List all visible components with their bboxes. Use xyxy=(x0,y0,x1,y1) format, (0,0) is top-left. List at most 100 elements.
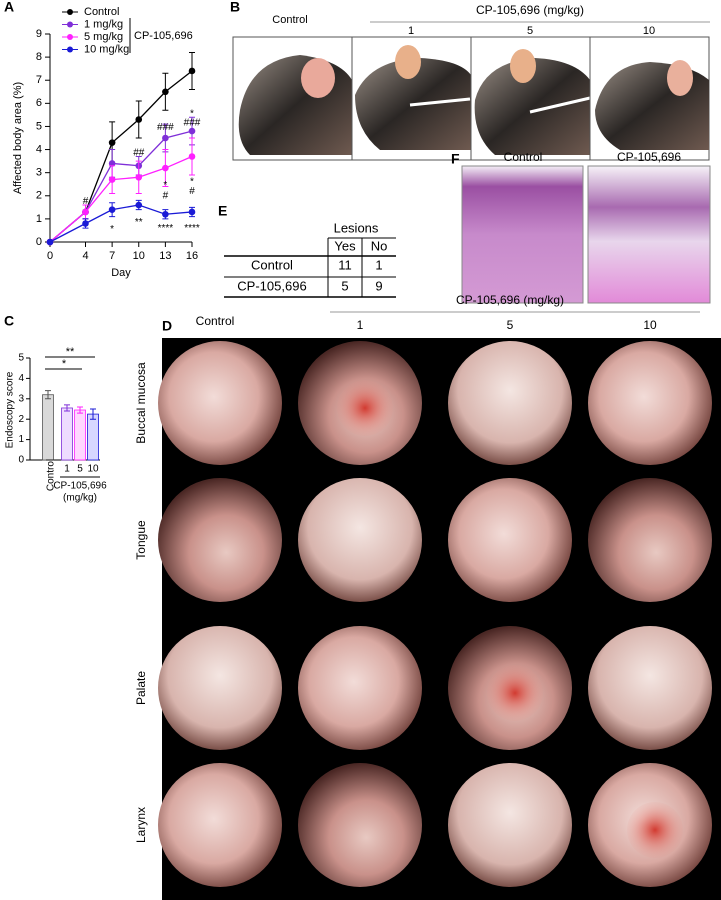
y-tick-label: 2 xyxy=(36,190,42,202)
row-label: Tongue xyxy=(134,520,148,560)
significance: * xyxy=(190,177,194,188)
point xyxy=(108,176,116,183)
panel-d: D Control CP-105,696 (mg/kg) 1 5 10 Bucc… xyxy=(134,293,721,900)
dose-label: 5 xyxy=(507,318,514,332)
significance: # xyxy=(189,186,195,197)
y-tick-label: 3 xyxy=(18,393,24,404)
y-tick-label: 5 xyxy=(18,353,24,364)
ear xyxy=(395,45,421,79)
dose-label: 5 xyxy=(527,25,533,37)
point xyxy=(162,88,169,96)
point xyxy=(82,208,89,216)
panel-label: C xyxy=(4,313,14,329)
endoscopy-image xyxy=(298,478,422,602)
point xyxy=(82,220,89,227)
endoscopy-image xyxy=(298,763,422,887)
panel-a: A Affected body area (%) Day CP-105,696 … xyxy=(4,0,201,279)
row-header: Control xyxy=(251,257,293,272)
ear xyxy=(510,49,536,83)
column-label: Control xyxy=(272,14,307,26)
legend-group-label: CP-105,696 xyxy=(134,30,193,42)
row-header: CP-105,696 xyxy=(237,278,306,293)
x-tick-label: 7 xyxy=(109,250,115,262)
panel-label: F xyxy=(451,151,460,167)
significance: # xyxy=(163,190,169,201)
series-line xyxy=(49,70,193,243)
y-axis-label: Affected body area (%) xyxy=(12,82,24,194)
endoscopy-image xyxy=(448,341,572,465)
panel-label: D xyxy=(162,318,172,334)
y-tick-label: 5 xyxy=(36,120,42,132)
point xyxy=(188,127,196,135)
legend-marker xyxy=(67,46,73,53)
column-header: No xyxy=(371,238,388,253)
significance: ## xyxy=(133,148,145,159)
point xyxy=(188,208,196,216)
x-tick-label: Control xyxy=(46,459,57,491)
y-tick-label: 9 xyxy=(36,28,42,40)
histology-image xyxy=(587,165,711,304)
significance: * xyxy=(110,224,114,235)
point xyxy=(188,153,196,160)
cell: 1 xyxy=(375,257,382,272)
x-group-unit: (mg/kg) xyxy=(63,493,97,504)
column-group: Lesions xyxy=(334,220,379,235)
marker-line xyxy=(409,97,471,107)
point xyxy=(135,116,143,123)
significance: * xyxy=(62,358,67,370)
point xyxy=(108,160,116,167)
significance: **** xyxy=(184,223,200,234)
point xyxy=(135,201,143,209)
dose-label: 10 xyxy=(643,25,655,37)
dose-label: 1 xyxy=(357,318,364,332)
panel-b: B Control CP-105,696 (mg/kg) 1 5 10 xyxy=(230,0,710,161)
cell: 9 xyxy=(375,278,382,293)
y-tick-label: 3 xyxy=(36,167,42,179)
panel-f: F Control CP-105,696 xyxy=(451,150,711,304)
error-bar xyxy=(90,408,96,420)
marker-line xyxy=(529,96,591,114)
legend-label: Control xyxy=(84,6,119,18)
legend-label: 1 mg/kg xyxy=(84,18,123,30)
dose-label: 10 xyxy=(643,318,657,332)
significance: * xyxy=(190,108,194,119)
lesion xyxy=(487,665,543,721)
endoscopy-image xyxy=(448,763,572,887)
x-tick-label: 16 xyxy=(186,250,198,262)
panel-label: E xyxy=(218,203,227,219)
panel-e: E Lesions Yes No Control 11 1 CP-105,696… xyxy=(218,203,396,298)
bar xyxy=(87,413,99,461)
x-tick-label: 10 xyxy=(133,250,145,262)
cell: 11 xyxy=(338,257,352,272)
legend-marker xyxy=(67,21,73,28)
significance: ** xyxy=(135,217,143,228)
bar xyxy=(74,409,86,461)
column-label: Control xyxy=(196,314,235,328)
error-bar xyxy=(64,404,70,412)
y-tick-label: 0 xyxy=(18,455,24,466)
bar xyxy=(61,407,73,461)
group-label: CP-105,696 (mg/kg) xyxy=(456,293,564,307)
x-tick-label: 5 xyxy=(77,464,83,475)
legend-marker xyxy=(67,34,73,40)
column-header: Yes xyxy=(334,238,356,253)
x-tick-label: 4 xyxy=(82,250,88,262)
endoscopy-image xyxy=(448,478,572,602)
mouse xyxy=(474,58,590,155)
significance: ### xyxy=(157,122,174,133)
y-tick-label: 1 xyxy=(18,434,24,445)
point xyxy=(162,134,169,142)
error-bar xyxy=(77,406,83,414)
lesion xyxy=(337,380,393,436)
point xyxy=(135,173,143,181)
cell: 5 xyxy=(341,278,348,293)
x-tick-label: 10 xyxy=(87,464,99,475)
group-label: CP-105,696 (mg/kg) xyxy=(476,3,584,17)
series-line xyxy=(49,155,193,243)
legend-marker xyxy=(67,9,73,15)
x-tick-label: 13 xyxy=(159,250,171,262)
significance: ** xyxy=(66,346,75,358)
point xyxy=(108,139,116,146)
endoscopy-image xyxy=(588,626,712,750)
